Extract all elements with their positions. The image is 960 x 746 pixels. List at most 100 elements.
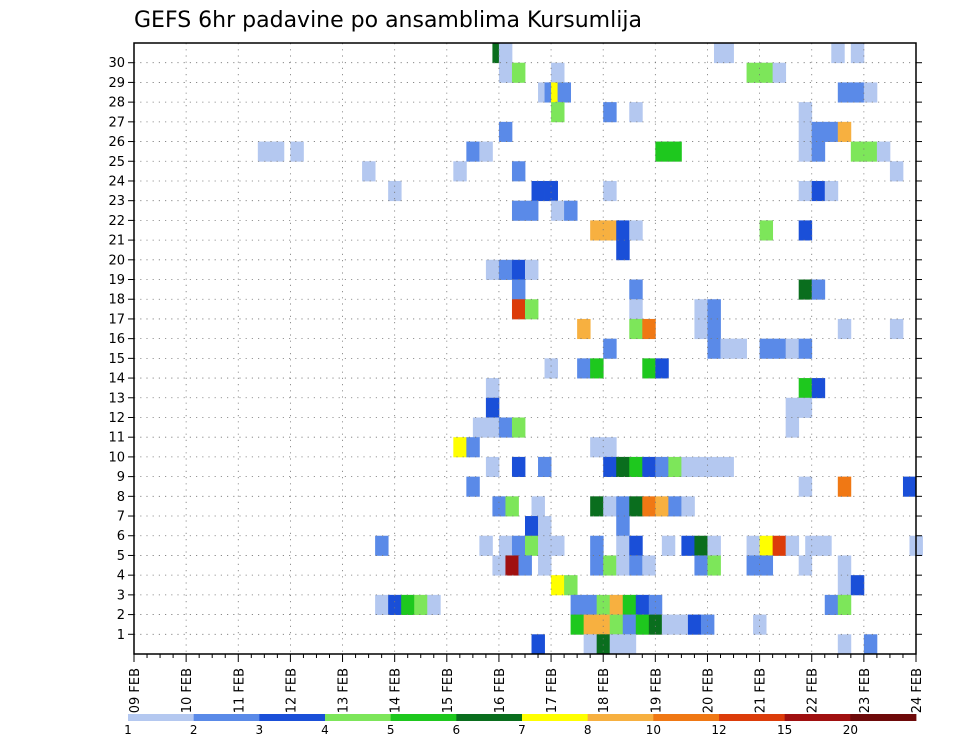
heatmap-cell: [531, 180, 545, 202]
heatmap-cell: [798, 338, 813, 359]
heatmap-cell: [603, 180, 617, 202]
heatmap-cell: [414, 594, 428, 615]
y-tick-label: 4: [117, 569, 125, 584]
heatmap-cell: [622, 634, 637, 655]
heatmap-cell: [257, 141, 272, 162]
colorbar-swatch: [850, 714, 917, 721]
heatmap-cell: [850, 575, 865, 596]
heatmap-cell: [498, 535, 513, 556]
heatmap-cell: [616, 516, 630, 537]
heatmap-cell: [655, 358, 669, 379]
heatmap-cell: [453, 437, 467, 458]
heatmap-cell: [759, 535, 774, 556]
y-tick-label: 22: [108, 214, 125, 229]
heatmap-cell: [629, 535, 643, 556]
heatmap-cell: [557, 82, 572, 103]
colorbar-label: 3: [256, 723, 264, 737]
heatmap-cell: [570, 594, 585, 615]
colorbar-swatch: [193, 714, 260, 721]
heatmap-cell: [590, 358, 604, 379]
heatmap-cell: [538, 555, 552, 576]
chart-title: GEFS 6hr padavine po ansamblima Kursumli…: [134, 8, 642, 33]
heatmap-cell: [837, 594, 852, 615]
x-tick-label: 23 FEB: [858, 668, 873, 713]
heatmap-cell: [525, 299, 539, 320]
heatmap-cell: [603, 220, 617, 241]
heatmap-cell: [551, 575, 565, 596]
heatmap-cell: [525, 259, 539, 280]
heatmap-cell: [551, 102, 565, 123]
y-tick-label: 30: [108, 56, 125, 71]
colorbar-swatch: [653, 714, 720, 721]
heatmap-cell: [616, 240, 630, 261]
heatmap-cell: [362, 161, 376, 182]
heatmap-cell: [590, 555, 604, 576]
heatmap-cell: [668, 496, 682, 517]
x-tick-label: 17 FEB: [545, 668, 560, 713]
heatmap-cell: [485, 397, 500, 418]
heatmap-cell: [570, 614, 585, 635]
heatmap-cell: [707, 555, 721, 576]
heatmap-cell: [798, 102, 813, 123]
heatmap-cell: [629, 220, 643, 241]
heatmap-cell: [388, 594, 402, 615]
heatmap-cell: [661, 614, 676, 635]
heatmap-cell: [485, 456, 500, 478]
x-tick-label: 10 FEB: [180, 668, 195, 713]
x-tick-label: 15 FEB: [441, 668, 456, 713]
colorbar-label: 1: [124, 723, 132, 737]
heatmap-cell: [538, 535, 552, 556]
heatmap-cell: [707, 299, 721, 320]
heatmap-cell: [375, 594, 389, 615]
colorbar-swatch: [128, 714, 195, 721]
heatmap-cell: [583, 634, 598, 655]
heatmap-cell: [511, 259, 526, 280]
heatmap-cell: [577, 318, 591, 340]
heatmap-cell: [785, 338, 800, 359]
x-tick-label: 18 FEB: [597, 668, 612, 713]
heatmap-cell: [694, 318, 708, 340]
heatmap-cell: [603, 555, 617, 576]
heatmap-cell: [511, 62, 526, 83]
heatmap-cell: [707, 456, 721, 478]
heatmap-cell: [629, 318, 643, 340]
heatmap-cell: [551, 535, 565, 556]
heatmap-cell: [538, 456, 552, 478]
colorbar-swatch: [325, 714, 392, 721]
heatmap-cell: [707, 535, 721, 556]
heatmap-cell: [811, 121, 826, 142]
colorbar-swatch: [390, 714, 457, 721]
heatmap-cell: [498, 417, 513, 438]
y-tick-label: 5: [117, 549, 125, 564]
y-tick-label: 26: [108, 135, 125, 150]
heatmap-cell: [388, 180, 402, 202]
heatmap-cell: [629, 102, 643, 123]
heatmap-cell: [642, 456, 656, 478]
colorbar-swatch: [259, 714, 326, 721]
heatmap-cell: [629, 299, 643, 320]
heatmap-cell: [466, 437, 480, 458]
y-tick-label: 28: [108, 96, 125, 111]
heatmap-cell: [746, 535, 760, 556]
colorbar-label: 15: [777, 723, 792, 737]
heatmap-cell: [590, 496, 604, 517]
heatmap-cell: [798, 476, 813, 497]
x-tick-label: 12 FEB: [284, 668, 299, 713]
heatmap-cell: [720, 43, 734, 64]
heatmap-cell: [759, 62, 774, 83]
y-tick-label: 11: [108, 431, 125, 446]
heatmap-cell: [498, 62, 513, 83]
y-tick-label: 16: [108, 332, 125, 347]
heatmap-cell: [479, 141, 493, 162]
colorbar-label: 20: [843, 723, 858, 737]
heatmap-cell: [785, 535, 800, 556]
colorbar-swatch: [719, 714, 786, 721]
heatmap-cell: [622, 594, 637, 615]
heatmap-cell: [648, 614, 663, 635]
heatmap-cell: [831, 43, 845, 64]
x-tick-label: 11 FEB: [232, 668, 247, 713]
heatmap-cell: [824, 121, 839, 142]
heatmap-cell: [642, 555, 656, 576]
heatmap-cell: [629, 496, 643, 517]
